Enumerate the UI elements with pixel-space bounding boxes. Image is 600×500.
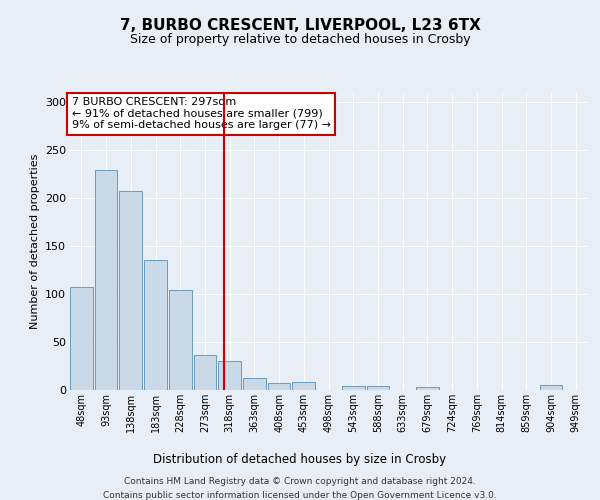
Bar xyxy=(292,382,315,390)
Text: Contains HM Land Registry data © Crown copyright and database right 2024.: Contains HM Land Registry data © Crown c… xyxy=(124,478,476,486)
Text: 7, BURBO CRESCENT, LIVERPOOL, L23 6TX: 7, BURBO CRESCENT, LIVERPOOL, L23 6TX xyxy=(119,18,481,32)
Bar xyxy=(539,385,562,390)
Bar xyxy=(218,361,241,390)
Bar xyxy=(243,378,266,390)
Bar xyxy=(95,170,118,390)
Bar xyxy=(416,387,439,390)
Bar xyxy=(342,386,365,390)
Bar xyxy=(119,192,142,390)
Bar xyxy=(367,386,389,390)
Bar xyxy=(169,290,191,390)
Bar xyxy=(268,384,290,390)
Text: 7 BURBO CRESCENT: 297sqm
← 91% of detached houses are smaller (799)
9% of semi-d: 7 BURBO CRESCENT: 297sqm ← 91% of detach… xyxy=(71,97,331,130)
Y-axis label: Number of detached properties: Number of detached properties xyxy=(29,154,40,329)
Text: Contains public sector information licensed under the Open Government Licence v3: Contains public sector information licen… xyxy=(103,491,497,500)
Text: Distribution of detached houses by size in Crosby: Distribution of detached houses by size … xyxy=(154,452,446,466)
Text: Size of property relative to detached houses in Crosby: Size of property relative to detached ho… xyxy=(130,32,470,46)
Bar xyxy=(70,288,93,390)
Bar xyxy=(144,260,167,390)
Bar xyxy=(194,356,216,390)
